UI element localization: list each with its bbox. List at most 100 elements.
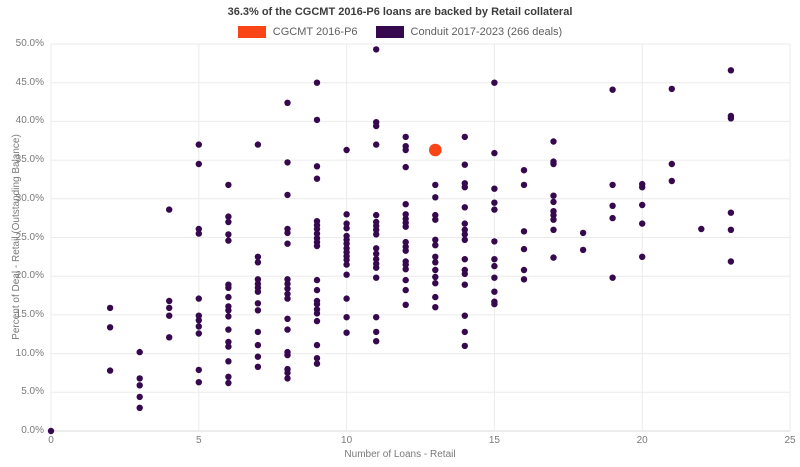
conduit-data-point (402, 238, 409, 246)
conduit-data-point (432, 280, 439, 287)
y-tick-label: 35.0% (15, 154, 44, 166)
conduit-data-point (254, 276, 262, 283)
conduit-data-point (313, 286, 321, 294)
conduit-data-point (579, 229, 587, 237)
conduit-data-point (402, 266, 409, 273)
conduit-data-point (343, 261, 350, 268)
conduit-data-point (609, 202, 616, 209)
legend-item-conduit[interactable]: Conduit 2017-2023 (266 deals) (375, 26, 563, 38)
conduit-data-point (254, 141, 262, 148)
conduit-data-point (461, 231, 468, 238)
conduit-data-point (284, 191, 291, 199)
conduit-data-point (284, 326, 291, 333)
conduit-data-point (550, 216, 557, 223)
conduit-data-point (254, 253, 262, 260)
conduit-data-point (461, 236, 468, 243)
legend: CGCMT 2016-P6 Conduit 2017-2023 (266 dea… (0, 26, 800, 38)
conduit-data-point (225, 307, 232, 314)
conduit-data-point (166, 297, 173, 305)
conduit-data-point (402, 211, 409, 218)
conduit-data-point (550, 138, 557, 145)
conduit-data-point (284, 99, 291, 106)
x-tick-label: 10 (341, 435, 353, 446)
conduit-data-point (402, 201, 409, 208)
conduit-data-point (491, 256, 498, 263)
conduit-data-point (609, 86, 616, 93)
conduit-data-point (313, 230, 321, 237)
conduit-data-point (461, 161, 468, 168)
conduit-data-point (432, 211, 439, 219)
conduit-data-point (727, 226, 735, 233)
conduit-data-point (668, 85, 675, 93)
y-tick-label: 5.0% (21, 386, 44, 398)
conduit-data-point (254, 307, 262, 314)
conduit-data-point (195, 379, 202, 386)
conduit-data-point (520, 276, 528, 283)
conduit-data-point (284, 240, 291, 247)
conduit-data-point (313, 225, 321, 233)
conduit-data-point (609, 214, 616, 222)
conduit-data-point (225, 343, 232, 350)
conduit-data-point (461, 256, 468, 263)
conduit-data-point (343, 146, 350, 154)
conduit-data-point (461, 204, 468, 211)
legend-swatch-cgcmt-icon (237, 26, 266, 38)
conduit-data-point (313, 317, 321, 325)
conduit-data-point (313, 310, 321, 317)
conduit-data-point (402, 146, 409, 154)
y-axis-title: Percent of Deal - Retail (Outstanding Ba… (11, 134, 22, 340)
x-tick-label: 25 (784, 435, 796, 446)
y-tick-label: 30.0% (15, 192, 44, 204)
conduit-data-point (402, 163, 409, 171)
conduit-data-point (284, 315, 291, 322)
conduit-data-point (432, 266, 439, 274)
conduit-data-point (225, 373, 232, 380)
conduit-data-point (668, 177, 675, 185)
chart-title: 36.3% of the CGCMT 2016-P6 loans are bac… (227, 6, 573, 18)
conduit-data-point (225, 213, 232, 220)
conduit-data-point (313, 276, 321, 284)
conduit-data-point (225, 358, 232, 365)
conduit-data-point (225, 284, 232, 291)
conduit-data-point (432, 259, 439, 266)
conduit-data-point (698, 225, 705, 233)
conduit-data-point (195, 323, 202, 330)
conduit-data-point (254, 341, 262, 349)
conduit-data-point (639, 201, 646, 209)
conduit-data-point (373, 211, 380, 219)
legend-label-cgcmt: CGCMT 2016-P6 (272, 26, 358, 38)
legend-label-conduit: Conduit 2017-2023 (266 deals) (410, 26, 563, 38)
conduit-data-point (136, 348, 143, 356)
conduit-data-point (343, 240, 350, 247)
conduit-data-point (727, 258, 735, 265)
conduit-data-point (195, 141, 202, 148)
conduit-data-point (520, 245, 528, 253)
conduit-data-point (373, 46, 380, 53)
conduit-data-point (373, 256, 380, 263)
conduit-data-point (313, 355, 321, 362)
conduit-data-point (343, 211, 350, 218)
conduit-data-point (432, 273, 439, 281)
conduit-data-point (373, 245, 380, 252)
conduit-data-point (284, 280, 291, 288)
conduit-data-point (461, 226, 468, 233)
conduit-data-point (373, 338, 380, 345)
legend-item-cgcmt[interactable]: CGCMT 2016-P6 (237, 26, 358, 38)
conduit-data-point (639, 184, 646, 191)
conduit-data-point (195, 230, 202, 237)
conduit-data-point (195, 317, 202, 324)
conduit-data-point (520, 181, 528, 189)
conduit-data-point (432, 304, 439, 311)
y-tick-label: 0.0% (21, 425, 44, 436)
conduit-data-point (727, 209, 735, 216)
conduit-data-point (373, 122, 380, 130)
conduit-data-point (432, 236, 439, 243)
conduit-data-point (313, 175, 321, 182)
y-tick-label: 20.0% (15, 270, 44, 282)
conduit-data-point (491, 149, 498, 157)
conduit-data-point (373, 250, 380, 257)
conduit-data-point (284, 369, 291, 377)
conduit-data-point (225, 218, 232, 226)
conduit-data-point (284, 290, 291, 298)
conduit-data-point (461, 312, 468, 319)
